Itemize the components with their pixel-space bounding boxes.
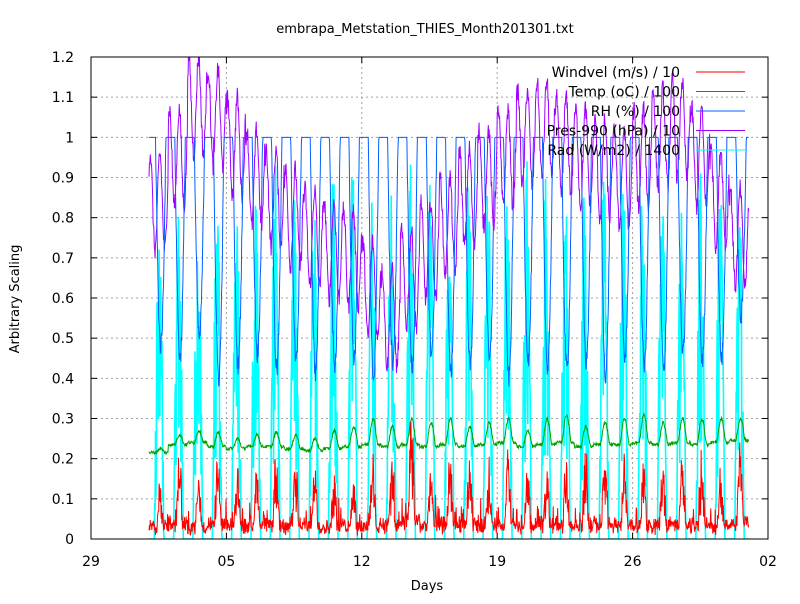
y-tick-label: 0.2 [52, 452, 74, 468]
y-tick-label: 0.7 [52, 251, 74, 267]
y-tick-label: 0.5 [52, 331, 74, 347]
legend-label: Temp (oC) / 100 [568, 85, 680, 101]
x-tick-label: 26 [624, 554, 642, 570]
y-tick-label: 0 [65, 532, 74, 548]
x-axis-label: Days [411, 579, 444, 594]
series-line-2 [149, 136, 749, 387]
y-tick-label: 1 [65, 130, 74, 146]
x-tick-label: 19 [488, 554, 506, 570]
y-tick-label: 0.9 [52, 171, 74, 187]
series-layer [148, 57, 750, 539]
y-tick-label: 0.4 [52, 371, 74, 387]
legend-label: Pres-990 (hPa) / 10 [547, 124, 680, 140]
legend-label: Rad (W/m2) / 1400 [547, 143, 680, 159]
series-line-0 [148, 421, 750, 536]
legend-label: Windvel (m/s) / 10 [552, 65, 680, 81]
legend-label: RH (%) / 100 [591, 104, 680, 120]
tick-layer: 0 0.1 0.2 0.3 0.4 0.5 0.6 0.7 0.8 0.9 1 1.1 1.2 29 05 1… [52, 50, 777, 570]
y-tick-label: 1.1 [52, 90, 74, 106]
x-tick-label: 05 [217, 554, 235, 570]
x-tick-label: 12 [353, 554, 371, 570]
x-tick-label: 02 [759, 554, 777, 570]
x-tick-label: 29 [82, 554, 100, 570]
series-line-1 [148, 412, 750, 456]
y-tick-label: 0.8 [52, 211, 74, 227]
y-tick-label: 0.1 [52, 492, 74, 508]
y-tick-label: 1.2 [52, 50, 74, 66]
y-tick-label: 0.6 [52, 291, 74, 307]
legend: Windvel (m/s) / 10 Temp (oC) / 100 RH (%) … [547, 65, 745, 159]
chart-title: embrapa_Metstation_THIES_Month201301.txt [276, 22, 573, 37]
y-axis-label: Arbitrary Scaling [8, 245, 23, 354]
y-tick-label: 0.3 [52, 412, 74, 428]
